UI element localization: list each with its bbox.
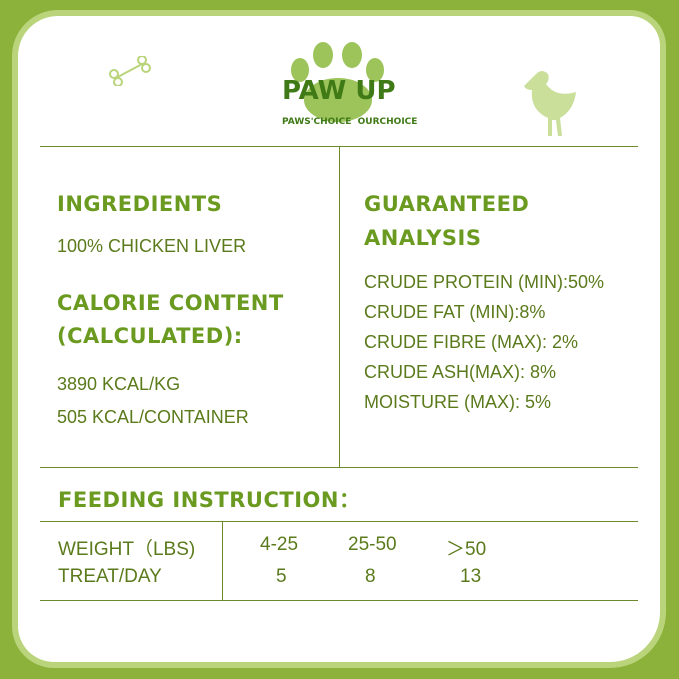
calorie-value: 3890 KCAL/KG [57,374,181,394]
paw-logo-icon [291,42,384,122]
analysis-item: MOISTURE (MAX): 5% [364,392,552,412]
feeding-cell: 4-25 [260,534,299,555]
analysis-title: ANALYSIS [364,226,482,250]
brand-tagline: PAWS'CHOICE OURCHOICE [282,117,418,127]
analysis-item: CRUDE PROTEIN (MIN):50% [364,272,605,292]
feeding-cell: 8 [365,566,376,587]
feeding-row-label: TREAT/DAY [58,566,162,587]
feeding-cell: 5 [276,566,287,587]
analysis-item: CRUDE ASH(MAX): 8% [364,362,557,382]
feeding-divider-bottom [40,600,638,601]
bone-icon [109,56,151,86]
analysis-item: CRUDE FIBRE (MAX): 2% [364,332,579,352]
analysis-item: CRUDE FAT (MIN):8% [364,302,546,322]
divider-middle [40,467,638,468]
calorie-subtitle: (CALCULATED): [57,324,243,348]
brand-name: PAW UP [282,76,396,106]
feeding-cell: 13 [460,566,482,587]
calorie-value: 505 KCAL/CONTAINER [57,407,249,427]
ingredients-title: INGREDIENTS [57,192,223,216]
feeding-cell: 25-50 [348,534,397,555]
feeding-row-label: WEIGHT（LBS) [58,539,196,560]
divider-vertical [339,146,340,468]
ingredients-value: 100% CHICKEN LIVER [57,236,247,256]
feeding-divider [40,521,638,522]
feeding-divider-vertical [222,521,223,601]
feeding-cell: ＞50 [446,539,487,560]
analysis-title: GUARANTEED [364,192,530,216]
feeding-title: FEEDING INSTRUCTION： [58,488,361,512]
chicken-icon [524,71,576,136]
calorie-title: CALORIE CONTENT [57,291,284,315]
